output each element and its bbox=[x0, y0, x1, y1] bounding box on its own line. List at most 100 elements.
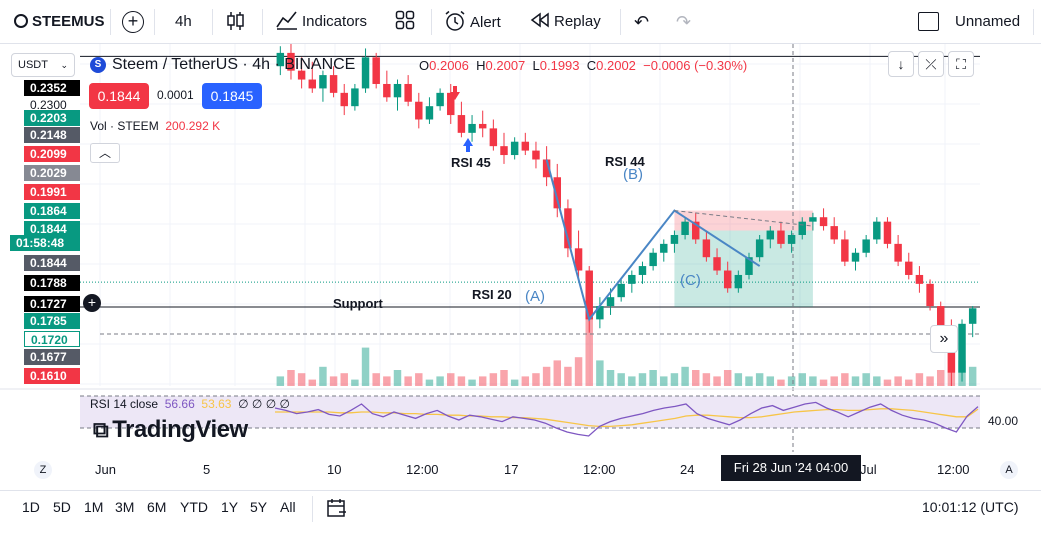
chart-title[interactable]: Steem / TetherUS · 4h · BINANCE bbox=[112, 56, 356, 73]
sell-button[interactable]: 0.1844 bbox=[89, 83, 149, 109]
price-scale-label: 0.1991 bbox=[24, 184, 80, 200]
candle-body bbox=[574, 248, 583, 271]
time-range-button[interactable]: 1Y bbox=[221, 499, 239, 515]
interval-button[interactable]: 4h bbox=[175, 13, 192, 30]
volume-bar bbox=[596, 360, 604, 386]
time-range-button[interactable]: 1M bbox=[84, 499, 104, 515]
layout-checkbox-icon[interactable] bbox=[918, 12, 939, 31]
chevron-down-icon: ⌄ bbox=[60, 60, 68, 70]
auto-scale-a-button[interactable]: A bbox=[1000, 461, 1018, 479]
annotation-rsi20[interactable]: RSI 20 bbox=[472, 287, 512, 302]
candle-body bbox=[883, 221, 892, 244]
candle-body bbox=[606, 297, 615, 307]
price-scale-label: 0.2352 bbox=[24, 80, 80, 96]
volume-bar bbox=[542, 366, 551, 386]
price-scale-label: 0.1864 bbox=[24, 203, 80, 219]
currency-selector[interactable]: USDT ⌄ bbox=[11, 53, 75, 77]
volume-bar bbox=[372, 373, 380, 386]
time-range-button[interactable]: 3M bbox=[115, 499, 135, 515]
fullscreen-icon[interactable]: ⛶ bbox=[948, 51, 974, 77]
candle-body bbox=[329, 75, 338, 93]
candle-body bbox=[308, 79, 317, 89]
time-axis-label: 12:00 bbox=[583, 462, 616, 477]
date-range-calendar-icon[interactable] bbox=[326, 497, 348, 522]
rsi-label: RSI 14 close bbox=[90, 397, 159, 411]
time-range-button[interactable]: 6M bbox=[147, 499, 167, 515]
candle-body bbox=[681, 221, 689, 235]
price-scale-label: 0.1844 bbox=[24, 255, 80, 271]
volume-bar bbox=[819, 379, 828, 386]
redo-icon[interactable]: ↷ bbox=[676, 12, 692, 32]
candle-body bbox=[723, 270, 732, 289]
annotation-rsi45[interactable]: RSI 45 bbox=[451, 155, 491, 170]
volume-bar bbox=[702, 373, 711, 386]
layout-name[interactable]: Unnamed bbox=[955, 13, 1021, 30]
steem-logo-icon: S bbox=[90, 57, 106, 73]
volume-bar bbox=[617, 373, 625, 386]
replay-button[interactable]: Replay bbox=[530, 10, 601, 34]
grid-icon bbox=[395, 10, 415, 30]
volume-bar bbox=[319, 366, 327, 386]
chart-canvas[interactable] bbox=[0, 44, 1041, 452]
close-value: 0.2002 bbox=[596, 58, 636, 73]
price-scale-label: 0.2203 bbox=[24, 110, 80, 126]
price-scale-label: 0.2300 bbox=[30, 98, 67, 112]
volume-bar bbox=[351, 379, 359, 386]
undo-icon[interactable]: ↶ bbox=[634, 12, 650, 32]
time-range-button[interactable]: 5Y bbox=[250, 499, 268, 515]
volume-bar bbox=[787, 376, 796, 386]
compare-plus-icon[interactable]: + bbox=[122, 11, 144, 33]
volume-bar bbox=[393, 370, 402, 386]
candle-body bbox=[447, 92, 455, 116]
price-scale-label: 0.1720 bbox=[24, 331, 80, 347]
rsi-pane bbox=[0, 388, 1041, 437]
candlestick-series bbox=[276, 44, 977, 386]
chevron-up-icon: ︿ bbox=[98, 146, 111, 160]
add-plus-icon[interactable]: + bbox=[83, 294, 101, 312]
wave-label-b[interactable]: (B) bbox=[623, 166, 643, 183]
buy-button[interactable]: 0.1845 bbox=[202, 83, 262, 109]
alert-button[interactable]: Alert bbox=[444, 10, 501, 34]
candle-body bbox=[841, 239, 849, 262]
indicators-button[interactable]: Indicators bbox=[276, 10, 367, 34]
currency-label: USDT bbox=[18, 59, 48, 71]
wave-label-c[interactable]: (C) bbox=[680, 272, 701, 289]
volume-bar bbox=[873, 376, 881, 386]
scroll-to-realtime-icon[interactable]: » bbox=[930, 325, 958, 353]
templates-grid-icon[interactable] bbox=[395, 10, 415, 34]
time-axis-label: 10 bbox=[327, 462, 342, 477]
candle-body bbox=[617, 283, 625, 298]
collapse-legend-button[interactable]: ︿ bbox=[90, 143, 120, 163]
time-range-button[interactable]: YTD bbox=[180, 499, 208, 515]
candle-body bbox=[553, 177, 561, 209]
zoom-z-button[interactable]: Z bbox=[34, 461, 52, 479]
symbol-search-button[interactable]: STEEMUS bbox=[14, 10, 105, 34]
candle-body bbox=[745, 257, 753, 275]
candle-body bbox=[585, 270, 593, 320]
drawing-tools bbox=[80, 44, 980, 452]
price-scale-label: 0.2029 bbox=[24, 165, 80, 181]
price-scale-label: 0.1785 bbox=[24, 313, 80, 329]
candle-body bbox=[692, 221, 700, 240]
utc-clock[interactable]: 10:01:12 (UTC) bbox=[922, 499, 1019, 515]
volume-bar bbox=[447, 373, 455, 386]
tradingview-logo-icon: ⧉ bbox=[93, 417, 109, 442]
rsi-legend[interactable]: RSI 14 close 56.66 53.63 ∅ ∅ ∅ ∅ bbox=[90, 397, 290, 411]
time-range-button[interactable]: 1D bbox=[22, 499, 40, 515]
candle-body bbox=[787, 234, 796, 244]
wave-label-a[interactable]: (A) bbox=[525, 288, 545, 305]
volume-bar bbox=[478, 376, 487, 386]
crosshair-time-label: Fri 28 Jun '24 04:00 bbox=[721, 455, 861, 481]
time-range-button[interactable]: 5D bbox=[53, 499, 71, 515]
annotation-rsi44[interactable]: RSI 44 bbox=[605, 154, 645, 169]
time-axis-label: 12:00 bbox=[937, 462, 970, 477]
projection-line bbox=[674, 210, 813, 227]
time-range-button[interactable]: All bbox=[280, 499, 296, 515]
download-icon[interactable]: ↓ bbox=[888, 51, 914, 77]
collapse-icon[interactable]: ⤫ bbox=[918, 51, 944, 77]
volume-bar bbox=[308, 379, 317, 386]
price-scale-label: 0.1844 bbox=[24, 221, 80, 237]
candle-body bbox=[596, 306, 604, 320]
annotation-support[interactable]: Support bbox=[333, 296, 383, 311]
candles-chart-type-icon[interactable] bbox=[226, 10, 246, 34]
